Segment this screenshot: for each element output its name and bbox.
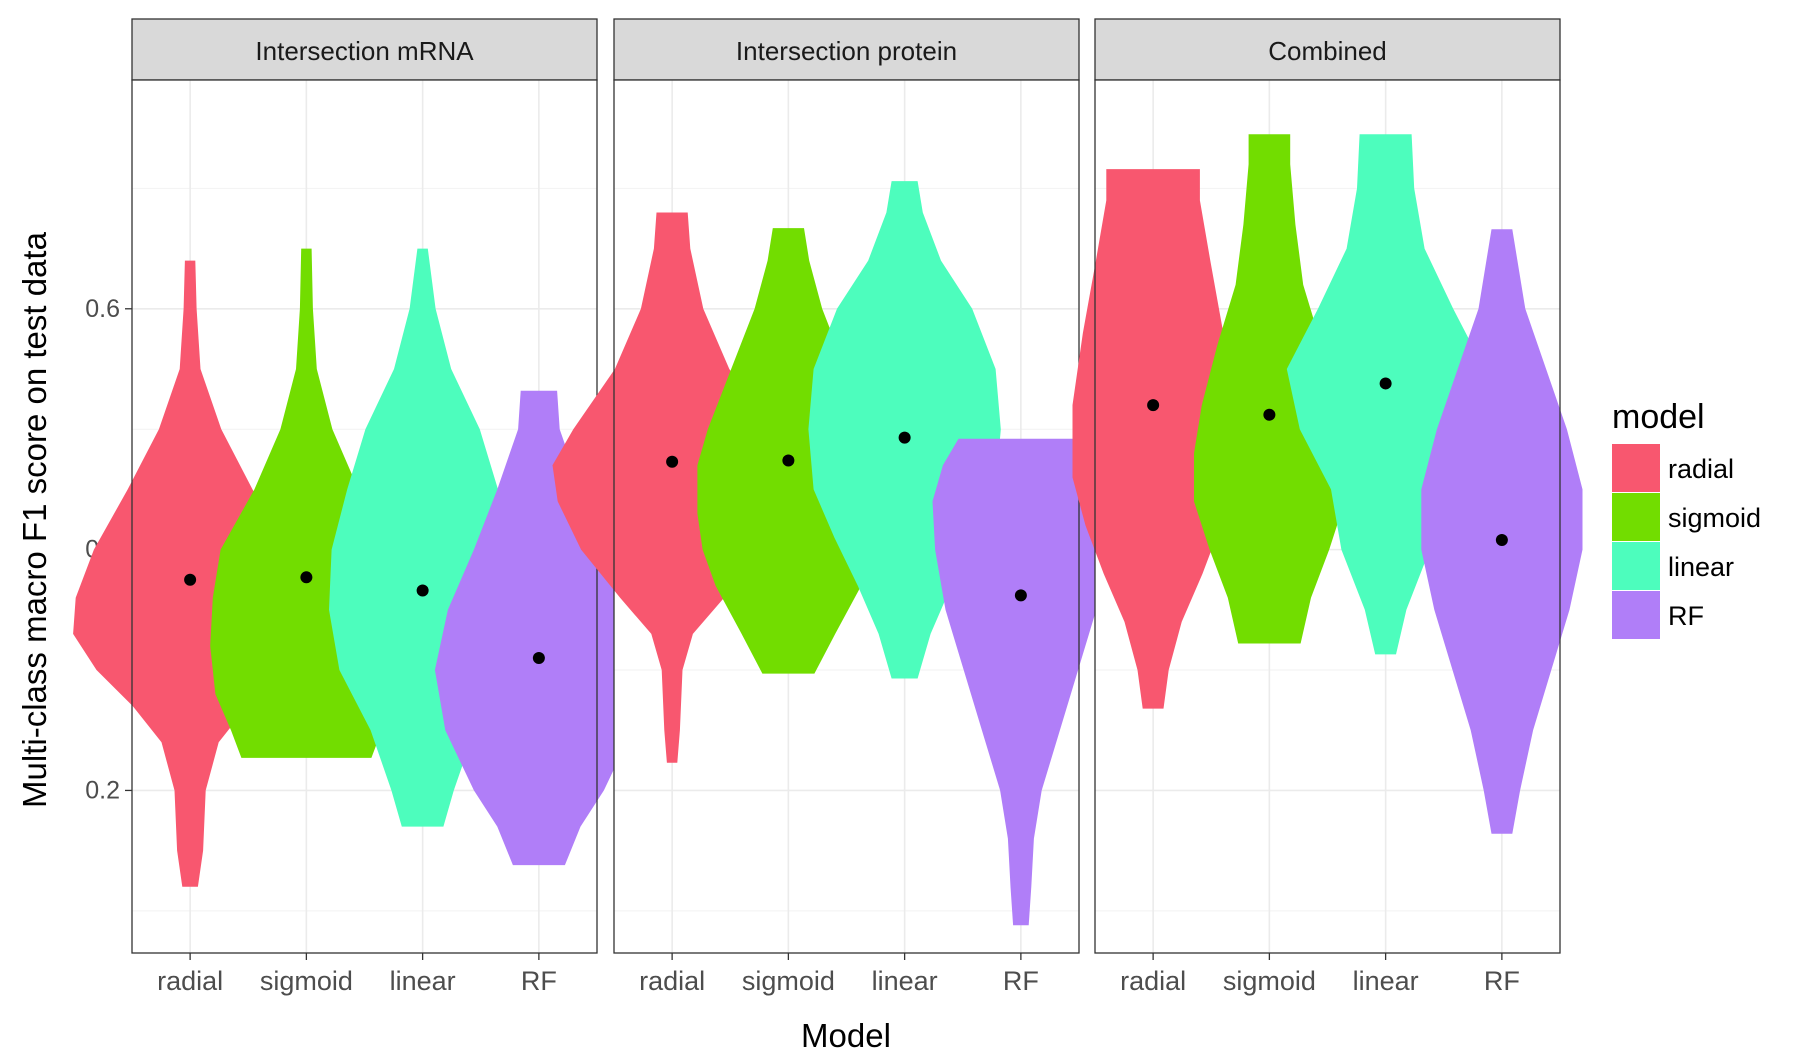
facet-strip xyxy=(1094,18,1561,81)
facet-panel: Combined radial sigmoid linear RF xyxy=(1072,18,1583,996)
x-tick-label: RF xyxy=(521,966,557,996)
violin-RF xyxy=(1421,229,1583,834)
x-tick-label: radial xyxy=(639,966,705,996)
mean-point-sigmoid xyxy=(1263,408,1276,421)
facet-panel: Intersection mRNA radial sigmoid linear RF xyxy=(73,18,643,996)
x-tick-label: linear xyxy=(1353,966,1419,996)
x-tick-label: RF xyxy=(1484,966,1520,996)
mean-point-sigmoid xyxy=(782,454,795,467)
x-tick-label: sigmoid xyxy=(1223,966,1316,996)
mean-point-RF xyxy=(1014,589,1027,602)
legend-key-sigmoid xyxy=(1612,493,1660,541)
x-axis-title: Model xyxy=(801,1017,891,1054)
mean-point-RF xyxy=(1495,533,1508,546)
x-tick-label: sigmoid xyxy=(742,966,835,996)
violin-RF xyxy=(932,438,1110,926)
violin-radial xyxy=(73,260,308,887)
mean-point-linear xyxy=(416,584,429,597)
facet-strip xyxy=(131,18,598,81)
x-tick-label: radial xyxy=(1120,966,1186,996)
mean-point-linear xyxy=(898,431,911,444)
x-tick-label: RF xyxy=(1003,966,1039,996)
violin-radial xyxy=(1072,169,1234,709)
y-tick-label: 0.2 xyxy=(85,776,120,804)
violin-linear xyxy=(1286,134,1485,655)
legend-key-radial xyxy=(1612,444,1660,492)
legend-label-RF: RF xyxy=(1668,601,1704,631)
mean-point-radial xyxy=(184,573,197,586)
y-tick-label: 0.6 xyxy=(85,295,120,323)
facet-title: Intersection mRNA xyxy=(255,36,474,66)
violin-radial xyxy=(552,212,792,763)
violin-RF xyxy=(434,390,643,866)
legend-key-RF xyxy=(1612,591,1660,639)
mean-point-linear xyxy=(1379,377,1392,390)
facet-strip xyxy=(613,18,1080,81)
legend-key-linear xyxy=(1612,542,1660,590)
x-tick-label: sigmoid xyxy=(260,966,353,996)
legend-label-linear: linear xyxy=(1668,552,1734,582)
mean-point-radial xyxy=(666,455,679,468)
y-axis-title: Multi-class macro F1 score on test data xyxy=(16,231,53,808)
facet-title: Combined xyxy=(1268,36,1387,66)
x-tick-label: radial xyxy=(157,966,223,996)
mean-point-sigmoid xyxy=(300,571,313,584)
mean-point-RF xyxy=(532,651,545,664)
x-tick-label: linear xyxy=(872,966,938,996)
legend: model radial sigmoid linear RF xyxy=(1612,398,1761,639)
legend-label-radial: radial xyxy=(1668,454,1734,484)
violin-sigmoid xyxy=(1194,134,1345,644)
mean-point-radial xyxy=(1147,399,1160,412)
legend-title: model xyxy=(1612,398,1705,436)
panel-border xyxy=(613,79,1080,954)
panel-border xyxy=(1094,79,1561,954)
x-tick-label: linear xyxy=(390,966,456,996)
facet-panel: Intersection protein radial sigmoid linear R… xyxy=(552,18,1110,996)
legend-label-sigmoid: sigmoid xyxy=(1668,503,1761,533)
facet-title: Intersection protein xyxy=(736,36,957,66)
